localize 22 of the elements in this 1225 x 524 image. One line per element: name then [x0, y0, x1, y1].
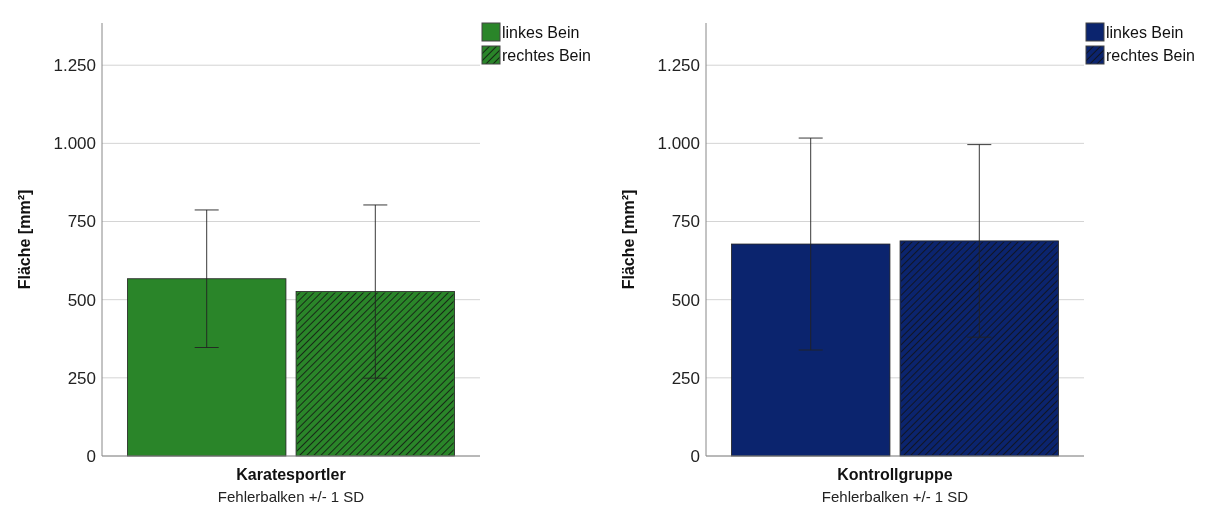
legend-label: linkes Bein	[1106, 23, 1184, 41]
y-tick-label: 500	[671, 290, 700, 310]
y-tick-label: 250	[67, 368, 96, 388]
legend-label: rechtes Bein	[502, 46, 591, 64]
text: Fehlerbalken +/- 1 SD	[217, 488, 365, 505]
y-tick-label: 1.250	[657, 56, 700, 76]
x-tick-label: Kontrollgruppe	[837, 466, 953, 483]
y-tick-label: 250	[671, 368, 700, 388]
text: Fehlerbalken +/- 1 SD	[821, 488, 969, 505]
y-tick-label: 1.000	[53, 134, 96, 154]
y-tick-label: 0	[690, 446, 700, 466]
y-axis-title: Fläche [mm²]	[16, 189, 33, 290]
y-tick-label: 0	[86, 446, 96, 466]
y-tick-label: 500	[67, 290, 96, 310]
legend-label: rechtes Bein	[1106, 46, 1195, 64]
y-tick-label: 750	[671, 212, 700, 232]
y-tick-label: 1.000	[657, 134, 700, 154]
y-tick-label: 1.250	[53, 56, 96, 76]
y-tick-label: 750	[67, 212, 96, 232]
legend-label: linkes Bein	[502, 23, 580, 41]
y-axis-title: Fläche [mm²]	[620, 189, 637, 290]
x-tick-label: Karatesportler	[236, 466, 346, 483]
